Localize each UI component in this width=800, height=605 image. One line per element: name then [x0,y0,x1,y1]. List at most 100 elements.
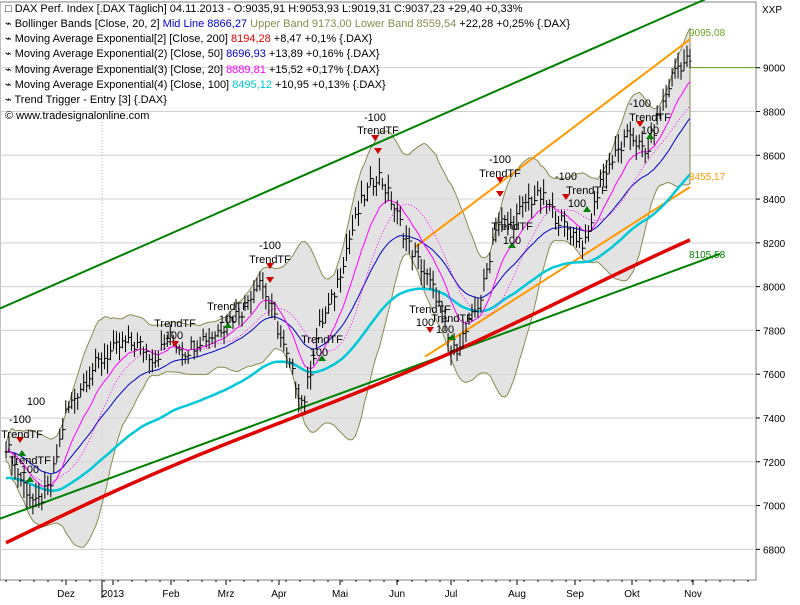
trend-trigger-label: TrendTF [207,301,249,313]
x-tick-label: Jul [445,589,458,600]
legend-bollinger-prefix: Bollinger Bands [Close, 20, 2] [15,18,160,30]
x-tick-label: Nov [684,589,702,600]
x-tick-label: Mrz [218,589,235,600]
legend-ema20-change: +15,52 +0,17% {.DAX} [269,64,380,76]
trend-trigger-value-label: 100 [436,324,454,336]
legend-ema200-change: +8,47 +0,1% {.DAX} [274,33,373,45]
signal-up-arrow-icon [583,206,591,212]
y-tick-label: 7400 [763,414,786,425]
legend-title-text: DAX Perf. Index [.DAX Täglich] 04.11.201… [15,3,523,15]
y-tick-label: 9000 [763,64,786,75]
ema20-line [5,81,691,487]
legend-title: □ DAX Perf. Index [.DAX Täglich] 04.11.2… [5,3,523,15]
trend-trigger-label: TrendTF [491,221,533,233]
y-tick-label: 7600 [763,370,786,381]
signal-up-arrow-icon [508,242,516,248]
short-channel-value-label: 8455,17 [689,172,726,183]
trend-trigger-value-label: 100 [21,464,39,476]
trend-trigger-value-label: 100 [27,396,45,408]
y-tick-label: 8200 [763,239,786,250]
trend-trigger-value-label: 100 [165,330,183,342]
legend-ema100-change: +10,95 +0,13% {.DAX} [275,79,386,91]
legend-bollinger-icon: ⌁ [5,18,12,30]
y-tick-label: 7000 [763,502,786,513]
x-tick-label: Apr [271,589,287,600]
legend-ema200-value: 8194,28 [231,33,271,45]
legend-ema50-change: +13,89 +0,16% {.DAX} [269,48,380,60]
legend-ema100-value: 8495,12 [232,79,272,91]
trend-trigger-label: TrendTF [629,112,671,124]
trend-trigger-label: TrendTF [431,313,473,325]
trend-trigger-label: -100 [259,240,281,252]
x-tick-label: Aug [508,589,526,600]
trend-trigger-value-label: 100 [641,125,659,137]
last-price-label: 9095,08 [689,28,726,39]
signal-up-arrow-icon [224,322,232,328]
signal-layer: -100TrendTFTrendTFTrendTF-100TrendTFTren… [1,98,671,482]
signal-down-arrow-icon [562,194,570,200]
legend-bollinger-upper: Upper Band 9173,00 [250,18,352,30]
legend-ema100-prefix: Moving Average Exponential(4) [Close, 10… [15,79,229,91]
trend-trigger-label: -100 [629,98,651,110]
y-tick-label: 8600 [763,151,786,162]
bollinger-band-layer [5,27,691,548]
trend-trigger-label: TrendTF [9,455,51,467]
legend-bollinger: ⌁ Bollinger Bands [Close, 20, 2] Mid Lin… [5,18,570,30]
bollinger-band [5,27,691,548]
x-tick-label: Jun [389,589,405,600]
signal-up-arrow-icon [318,355,326,361]
trend-trigger-label: TrendTF [357,125,399,137]
trend-trigger-label: TrendTF [409,304,451,316]
trend-trigger-label: TrendTF [154,318,196,330]
legend-ema20-value: 8889,81 [226,64,266,76]
legend-ema20: ⌁ Moving Average Exponential(3) [Close, … [5,64,380,76]
signal-down-arrow-icon [636,121,644,127]
signal-up-arrow-icon [448,334,456,340]
legend-ema100: ⌁ Moving Average Exponential(4) [Close, … [5,79,386,91]
y-tick-label: 7200 [763,458,786,469]
signal-down-arrow-icon [266,277,274,283]
trend-trigger-value-label: 100 [310,347,328,359]
signal-up-arrow-icon [26,476,34,482]
bollinger-mid-line [5,105,691,483]
trend-trigger-label: TrendTF [479,168,521,180]
trend-trigger-value-label: 100 [503,235,521,247]
legend-trigger: ⌁ Trend Trigger - Entry [3] {.DAX} [5,94,167,106]
price-bar-layer [4,45,692,515]
legend-ema50-prefix: Moving Average Exponential(2) [Close, 50… [15,48,223,60]
axis-layer: 6800 7000 7200 7400 7600 7800 8000 8200 8400 8600… [5,64,786,600]
signal-up-arrow-icon [18,450,26,456]
y-tick-label: 8000 [763,283,786,294]
legend-ema50: ⌁ Moving Average Exponential(2) [Close, … [5,48,380,60]
legend-trigger-icon: ⌁ [5,94,12,106]
legend-ema200-prefix: Moving Average Exponential[2] [Close, 20… [15,33,228,45]
ema100-line [5,173,691,492]
long-channel-lower [0,252,721,520]
long-channel-value-label: 8105,58 [689,250,726,261]
legend-ema200-icon: ⌁ [5,33,12,45]
x-tick-label: Sep [566,589,584,600]
legend-bollinger-change: +22,28 +0,25% {.DAX} [459,18,570,30]
long-channel-upper [0,0,707,310]
y-tick-label: 8800 [763,107,786,118]
signal-down-arrow-icon [371,135,379,141]
ema200-line [5,238,691,545]
legend-ema200: ⌁ Moving Average Exponential[2] [Close, … [5,33,373,45]
trend-trigger-label: -100 [555,171,577,183]
y-tick-label: 6800 [763,545,786,556]
legend-ema50-value: 8696,93 [226,48,266,60]
signal-down-arrow-icon [426,327,434,333]
plot-area [0,1,757,581]
legend-ema20-prefix: Moving Average Exponential(3) [Close, 20… [15,64,223,76]
legend-bollinger-mid: Mid Line 8866,27 [163,18,247,30]
legend-ema100-icon: ⌁ [5,79,12,91]
signal-up-arrow-icon [646,133,654,139]
trend-trigger-value-label: 100 [416,317,434,329]
short-channel-upper [414,38,691,249]
channel-layer [0,0,756,520]
signal-down-arrow-icon [374,148,382,154]
y-tick-label: 8400 [763,195,786,206]
trend-trigger-value-label: 100 [219,314,237,326]
